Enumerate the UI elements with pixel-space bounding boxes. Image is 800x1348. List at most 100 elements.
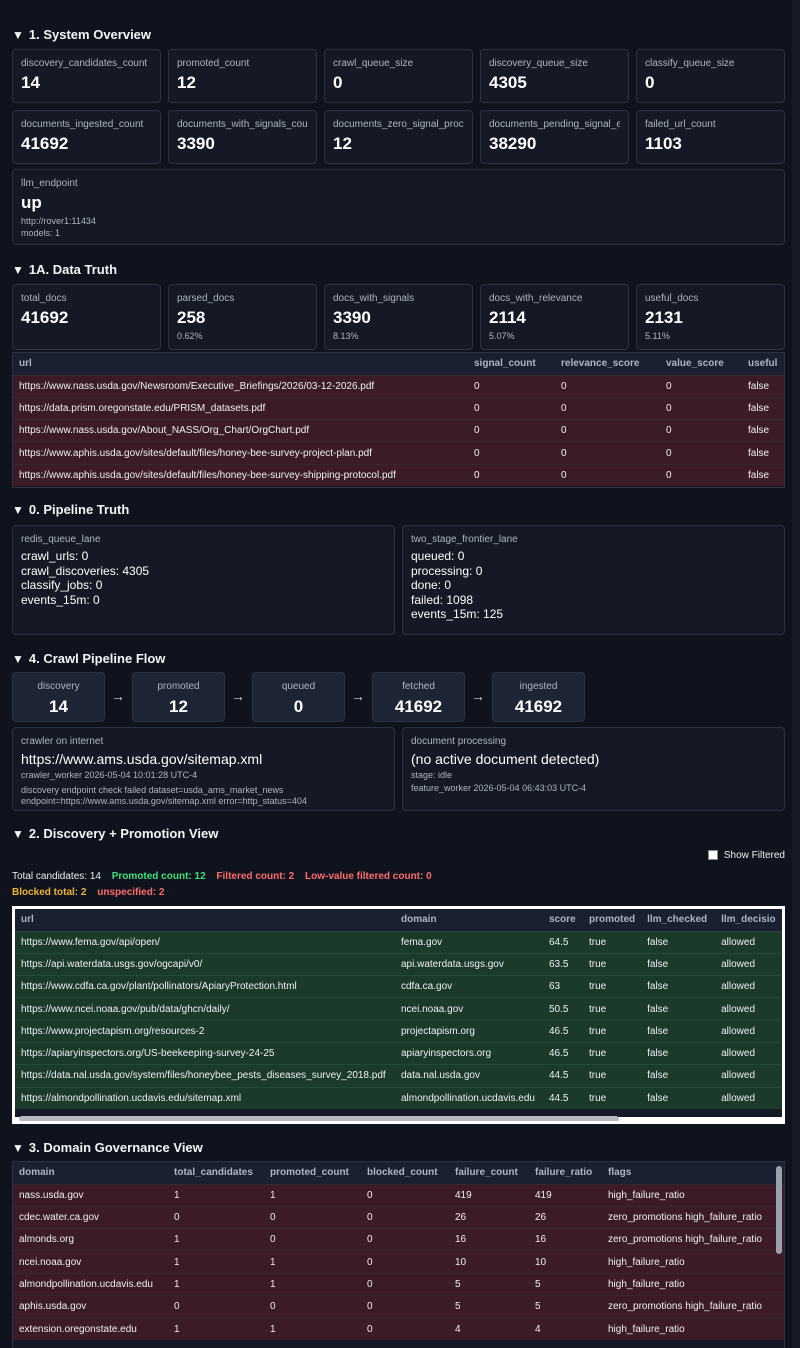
card-value: 0 (333, 73, 343, 92)
card-label: docs_with_signals (333, 293, 415, 304)
table-row[interactable]: almonds.org 1 0 0 16 16 zero_promotions high_f… (13, 1228, 784, 1251)
table-cell: 26 (449, 1205, 529, 1229)
table-cell: https://data.prism.oregonstate.edu/PRISM… (13, 396, 468, 420)
stage-label: queued (281, 681, 316, 692)
section-pipeline-truth-header[interactable]: ▼ 0. Pipeline Truth (12, 502, 129, 517)
column-header[interactable]: domain (395, 909, 543, 931)
table-row[interactable]: https://www.nass.usda.gov/About_NASS/Org… (13, 419, 784, 442)
discovery-table[interactable]: url domain score promoted llm_checked llm_dec… (12, 906, 785, 1124)
table-cell: true (583, 1064, 642, 1088)
column-header[interactable]: llm_decisio (715, 909, 782, 931)
column-header[interactable]: value_score (660, 353, 742, 375)
section-system-overview-header[interactable]: ▼ 1. System Overview (12, 27, 151, 42)
table-cell: 0 (361, 1183, 449, 1207)
table-cell: 1 (264, 1272, 361, 1296)
table-row[interactable]: https://www.aphis.usda.gov/sites/default… (13, 441, 784, 465)
stage-value: 41692 (394, 697, 443, 716)
low-value-count: Low-value filtered count: 0 (305, 871, 432, 882)
metric-card: total_docs 41692 (12, 284, 161, 350)
column-header[interactable]: failure_ratio (529, 1162, 602, 1184)
column-header[interactable]: promoted_count (264, 1162, 361, 1184)
section-title: 3. Domain Governance View (28, 1140, 203, 1155)
table-cell: high_failure_ratio (602, 1272, 784, 1296)
column-header[interactable]: url (13, 353, 468, 375)
page-scrollbar-track[interactable] (792, 0, 800, 1348)
collapse-triangle-icon[interactable]: ▼ (12, 651, 24, 666)
collapse-triangle-icon[interactable]: ▼ (12, 1140, 24, 1155)
table-row[interactable]: https://www.ncei.noaa.gov/pub/data/ghcn/… (15, 997, 782, 1021)
section-crawl-flow-header[interactable]: ▼ 4. Crawl Pipeline Flow (12, 651, 165, 666)
table-cell: false (641, 930, 716, 954)
collapse-triangle-icon[interactable]: ▼ (12, 826, 24, 841)
vertical-scrollbar[interactable] (776, 1166, 782, 1254)
table-row[interactable]: nass.usda.gov 1 1 0 419 419 high_failure_ratio (13, 1183, 784, 1207)
column-header[interactable]: total_candidates (168, 1162, 264, 1184)
table-cell: https://www.ncei.noaa.gov/pub/data/ghcn/… (15, 997, 395, 1021)
table-cell: https://www.projectapism.org/resources-2 (15, 1019, 395, 1043)
table-row[interactable]: https://apiaryinspectors.org/US-beekeepi… (15, 1041, 782, 1065)
table-cell: https://almondpollination.ucdavis.edu/si… (15, 1086, 395, 1110)
redis-queue-lane-card: redis_queue_lane crawl_urls: 0 crawl_disc… (12, 525, 395, 635)
section-discovery-header[interactable]: ▼ 2. Discovery + Promotion View (12, 826, 218, 841)
column-header[interactable]: signal_count (468, 353, 555, 375)
section-title: 4. Crawl Pipeline Flow (28, 651, 166, 666)
collapse-triangle-icon[interactable]: ▼ (12, 502, 24, 517)
table-cell: high_failure_ratio (602, 1183, 784, 1207)
table-row[interactable]: https://www.aphis.usda.gov/sites/default… (13, 463, 784, 487)
table-row[interactable]: https://www.cdfa.ca.gov/plant/pollinator… (15, 975, 782, 998)
table-cell: https://data.nal.usda.gov/system/files/h… (15, 1064, 395, 1088)
show-filtered-toggle[interactable]: Show Filtered (707, 850, 785, 861)
table-row[interactable]: almondpollination.ucdavis.edu 1 1 0 5 5 high_f… (13, 1272, 784, 1296)
table-cell: 0 (660, 419, 742, 442)
column-header[interactable]: domain (13, 1162, 168, 1184)
table-cell: 0 (660, 396, 742, 420)
governance-table[interactable]: domain total_candidates promoted_count bloc… (12, 1161, 785, 1348)
table-cell: 1 (264, 1317, 361, 1341)
stage-label: ingested (519, 681, 558, 692)
card-percent: 8.13% (333, 331, 359, 341)
table-cell: https://www.fema.gov/api/open/ (15, 930, 395, 954)
table-row[interactable]: https://www.fema.gov/api/open/fema.gov 64… (15, 930, 782, 954)
table-row[interactable]: https://www.nass.usda.gov/Newsroom/Execu… (13, 374, 784, 398)
column-header[interactable]: flags (602, 1162, 784, 1184)
column-header[interactable]: failure_count (449, 1162, 529, 1184)
horizontal-scrollbar[interactable] (19, 1116, 619, 1121)
table-row[interactable]: https://data.prism.oregonstate.edu/PRISM… (13, 396, 784, 420)
table-cell: 44.5 (543, 1086, 583, 1110)
section-title: 2. Discovery + Promotion View (28, 826, 219, 841)
table-row[interactable]: cdec.water.ca.gov 0 0 0 26 26 zero_promotions … (13, 1205, 784, 1229)
processing-status: (no active document detected) (411, 751, 600, 767)
column-header[interactable]: llm_checked (641, 909, 716, 931)
table-row[interactable]: ncei.noaa.gov 1 1 0 10 10 high_failure_ratio (13, 1250, 784, 1274)
table-row[interactable]: extension.oregonstate.edu 1 1 0 4 4 high_failu… (13, 1317, 784, 1341)
column-header[interactable]: url (15, 909, 395, 931)
table-row[interactable]: https://api.waterdata.usgs.gov/ogcapi/v0… (15, 952, 782, 976)
table-cell: 16 (529, 1228, 602, 1251)
collapse-triangle-icon[interactable]: ▼ (12, 27, 24, 42)
card-label: total_docs (21, 293, 67, 304)
show-filtered-checkbox[interactable] (707, 850, 718, 861)
metric-card: classify_queue_size 0 (636, 49, 785, 103)
table-row[interactable]: https://www.projectapism.org/resources-2… (15, 1019, 782, 1043)
table-cell: data.nal.usda.gov (395, 1064, 543, 1088)
column-header[interactable]: score (543, 909, 583, 931)
card-value: 1103 (645, 134, 682, 153)
table-row[interactable]: https://data.nal.usda.gov/system/files/h… (15, 1064, 782, 1088)
column-header[interactable]: relevance_score (555, 353, 660, 375)
card-label: two_stage_frontier_lane (411, 534, 518, 545)
table-cell: allowed (715, 975, 782, 998)
table-cell: aphis.usda.gov (13, 1294, 168, 1318)
section-governance-header[interactable]: ▼ 3. Domain Governance View (12, 1140, 203, 1155)
table-cell: extension.oregonstate.edu (13, 1317, 168, 1341)
collapse-triangle-icon[interactable]: ▼ (12, 262, 24, 277)
table-row[interactable]: aphis.usda.gov 0 0 0 5 5 zero_promotions high_… (13, 1294, 784, 1318)
flow-arrow-icon: → (471, 688, 485, 704)
column-header[interactable]: blocked_count (361, 1162, 449, 1184)
column-header[interactable]: promoted (583, 909, 642, 931)
card-label: documents_zero_signal_processed (333, 119, 464, 130)
card-percent: 0.62% (177, 331, 203, 341)
flow-arrow-icon: → (231, 688, 245, 704)
section-data-truth-header[interactable]: ▼ 1A. Data Truth (12, 262, 117, 277)
column-header[interactable]: useful (742, 353, 784, 375)
table-row[interactable]: https://almondpollination.ucdavis.edu/si… (15, 1086, 782, 1110)
